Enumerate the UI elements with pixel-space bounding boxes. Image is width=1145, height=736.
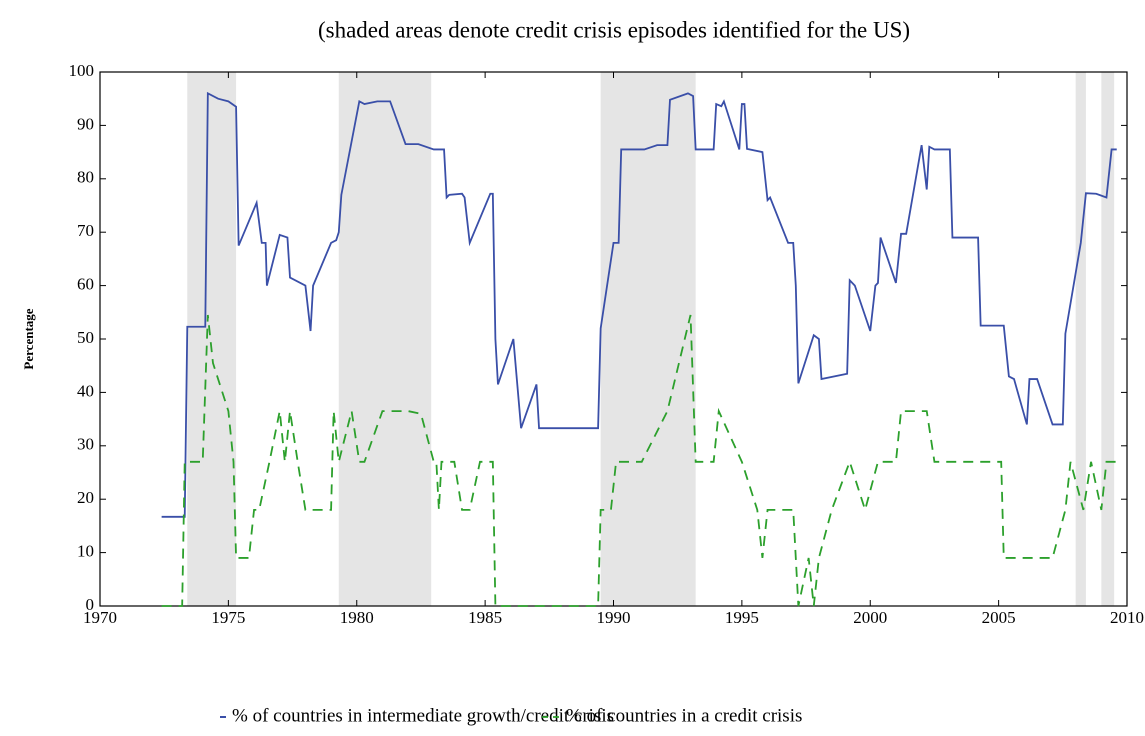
- chart-title: (shaded areas denote credit crisis episo…: [318, 17, 910, 42]
- legend-label: % of countries in intermediate growth/cr…: [232, 705, 614, 726]
- x-tick-label: 1970: [83, 608, 117, 627]
- y-tick-label: 100: [69, 61, 95, 80]
- y-axis-label: Percentage: [21, 308, 36, 369]
- y-tick-label: 60: [77, 275, 94, 294]
- series-line: [161, 91, 1117, 518]
- shaded-period: [1075, 72, 1086, 606]
- y-tick-label: 10: [77, 542, 94, 561]
- y-tick-label: 20: [77, 488, 94, 507]
- y-tick-label: 50: [77, 328, 94, 347]
- x-tick-label: 2005: [982, 608, 1016, 627]
- shaded-period: [1101, 72, 1115, 606]
- shaded-period: [187, 72, 237, 606]
- y-tick-label: 0: [86, 595, 95, 614]
- x-tick-label: 2010: [1110, 608, 1144, 627]
- y-tick-label: 90: [77, 114, 94, 133]
- y-tick-label: 80: [77, 168, 94, 187]
- y-tick-label: 40: [77, 381, 94, 400]
- x-tick-label: 1990: [597, 608, 631, 627]
- x-tick-label: 1985: [468, 608, 502, 627]
- x-tick-label: 1995: [725, 608, 759, 627]
- x-tick-label: 1980: [340, 608, 374, 627]
- legend-label: % of countries in a credit crisis: [566, 705, 802, 726]
- x-tick-label: 2000: [853, 608, 887, 627]
- y-tick-label: 70: [77, 221, 94, 240]
- x-tick-label: 1975: [211, 608, 245, 627]
- shaded-period: [338, 72, 432, 606]
- shaded-period: [600, 72, 696, 606]
- y-tick-label: 30: [77, 435, 94, 454]
